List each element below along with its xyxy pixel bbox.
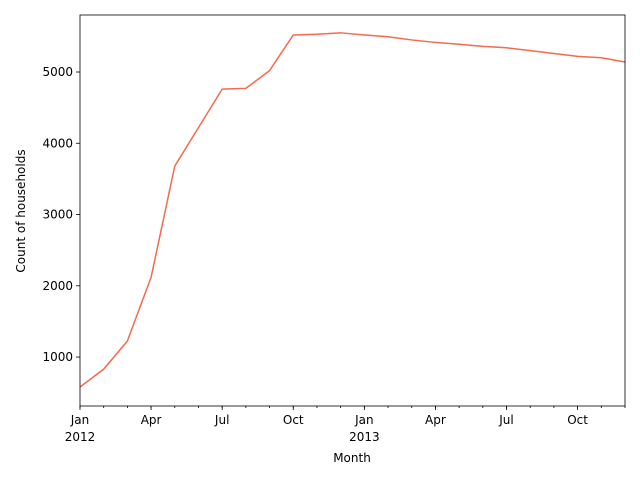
y-tick-label: 2000: [42, 279, 73, 293]
x-tick-label: Jan: [354, 413, 374, 427]
data-line: [79, 32, 626, 388]
x-tick-label: Apr: [425, 413, 446, 427]
x-tick-label: Jan: [70, 413, 90, 427]
x-tick-label: Jul: [498, 413, 513, 427]
x-axis-label: Month: [333, 451, 371, 465]
y-tick-label: 4000: [42, 136, 73, 150]
x-tick-label: Oct: [567, 413, 588, 427]
x-tick-label: Oct: [283, 413, 304, 427]
plot-frame: [79, 14, 626, 407]
x-tick-label: Jul: [214, 413, 229, 427]
x-tick-label: Apr: [141, 413, 162, 427]
x-tick-year: 2013: [349, 430, 380, 444]
y-axis-label: Count of households: [14, 149, 28, 272]
x-tick-year: 2012: [65, 430, 96, 444]
y-tick-label: 5000: [42, 65, 73, 79]
y-tick-label: 1000: [42, 350, 73, 364]
y-tick-label: 3000: [42, 208, 73, 222]
